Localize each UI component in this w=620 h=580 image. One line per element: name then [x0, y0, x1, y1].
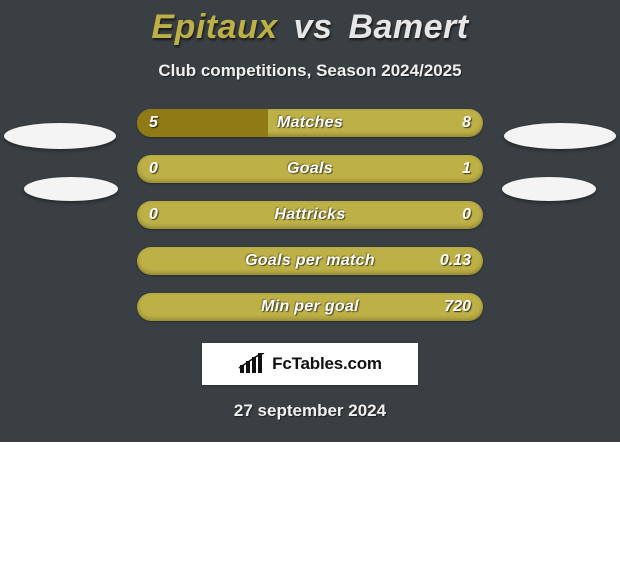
stat-row: 5 Matches 8	[137, 109, 483, 137]
stat-right-value: 720	[444, 293, 471, 321]
stat-label: Hattricks	[137, 201, 483, 229]
page-title: Epitaux vs Bamert	[0, 8, 620, 47]
comparison-card: Epitaux vs Bamert Club competitions, Sea…	[0, 0, 620, 442]
date-text: 27 september 2024	[0, 401, 620, 421]
brand-text: FcTables.com	[272, 354, 382, 374]
brand-badge[interactable]: FcTables.com	[202, 343, 418, 385]
decoration-ellipse	[4, 123, 116, 149]
stat-right-value: 0.13	[440, 247, 471, 275]
subtitle: Club competitions, Season 2024/2025	[0, 61, 620, 81]
player-1-name: Epitaux	[151, 8, 277, 46]
stat-label: Goals	[137, 155, 483, 183]
decoration-ellipse	[24, 177, 118, 201]
vs-separator: vs	[294, 8, 333, 46]
stat-row: 0 Goals 1	[137, 155, 483, 183]
stat-row: Goals per match 0.13	[137, 247, 483, 275]
stat-label: Min per goal	[137, 293, 483, 321]
stat-row: 0 Hattricks 0	[137, 201, 483, 229]
stat-right-value: 1	[462, 155, 471, 183]
decoration-ellipse	[502, 177, 596, 201]
decoration-ellipse	[504, 123, 616, 149]
player-2-name: Bamert	[348, 8, 468, 46]
stat-right-value: 0	[462, 201, 471, 229]
stat-right-value: 8	[462, 109, 471, 137]
stat-label: Matches	[137, 109, 483, 137]
stat-label: Goals per match	[137, 247, 483, 275]
stat-row: Min per goal 720	[137, 293, 483, 321]
brand-chart-icon	[238, 353, 266, 375]
